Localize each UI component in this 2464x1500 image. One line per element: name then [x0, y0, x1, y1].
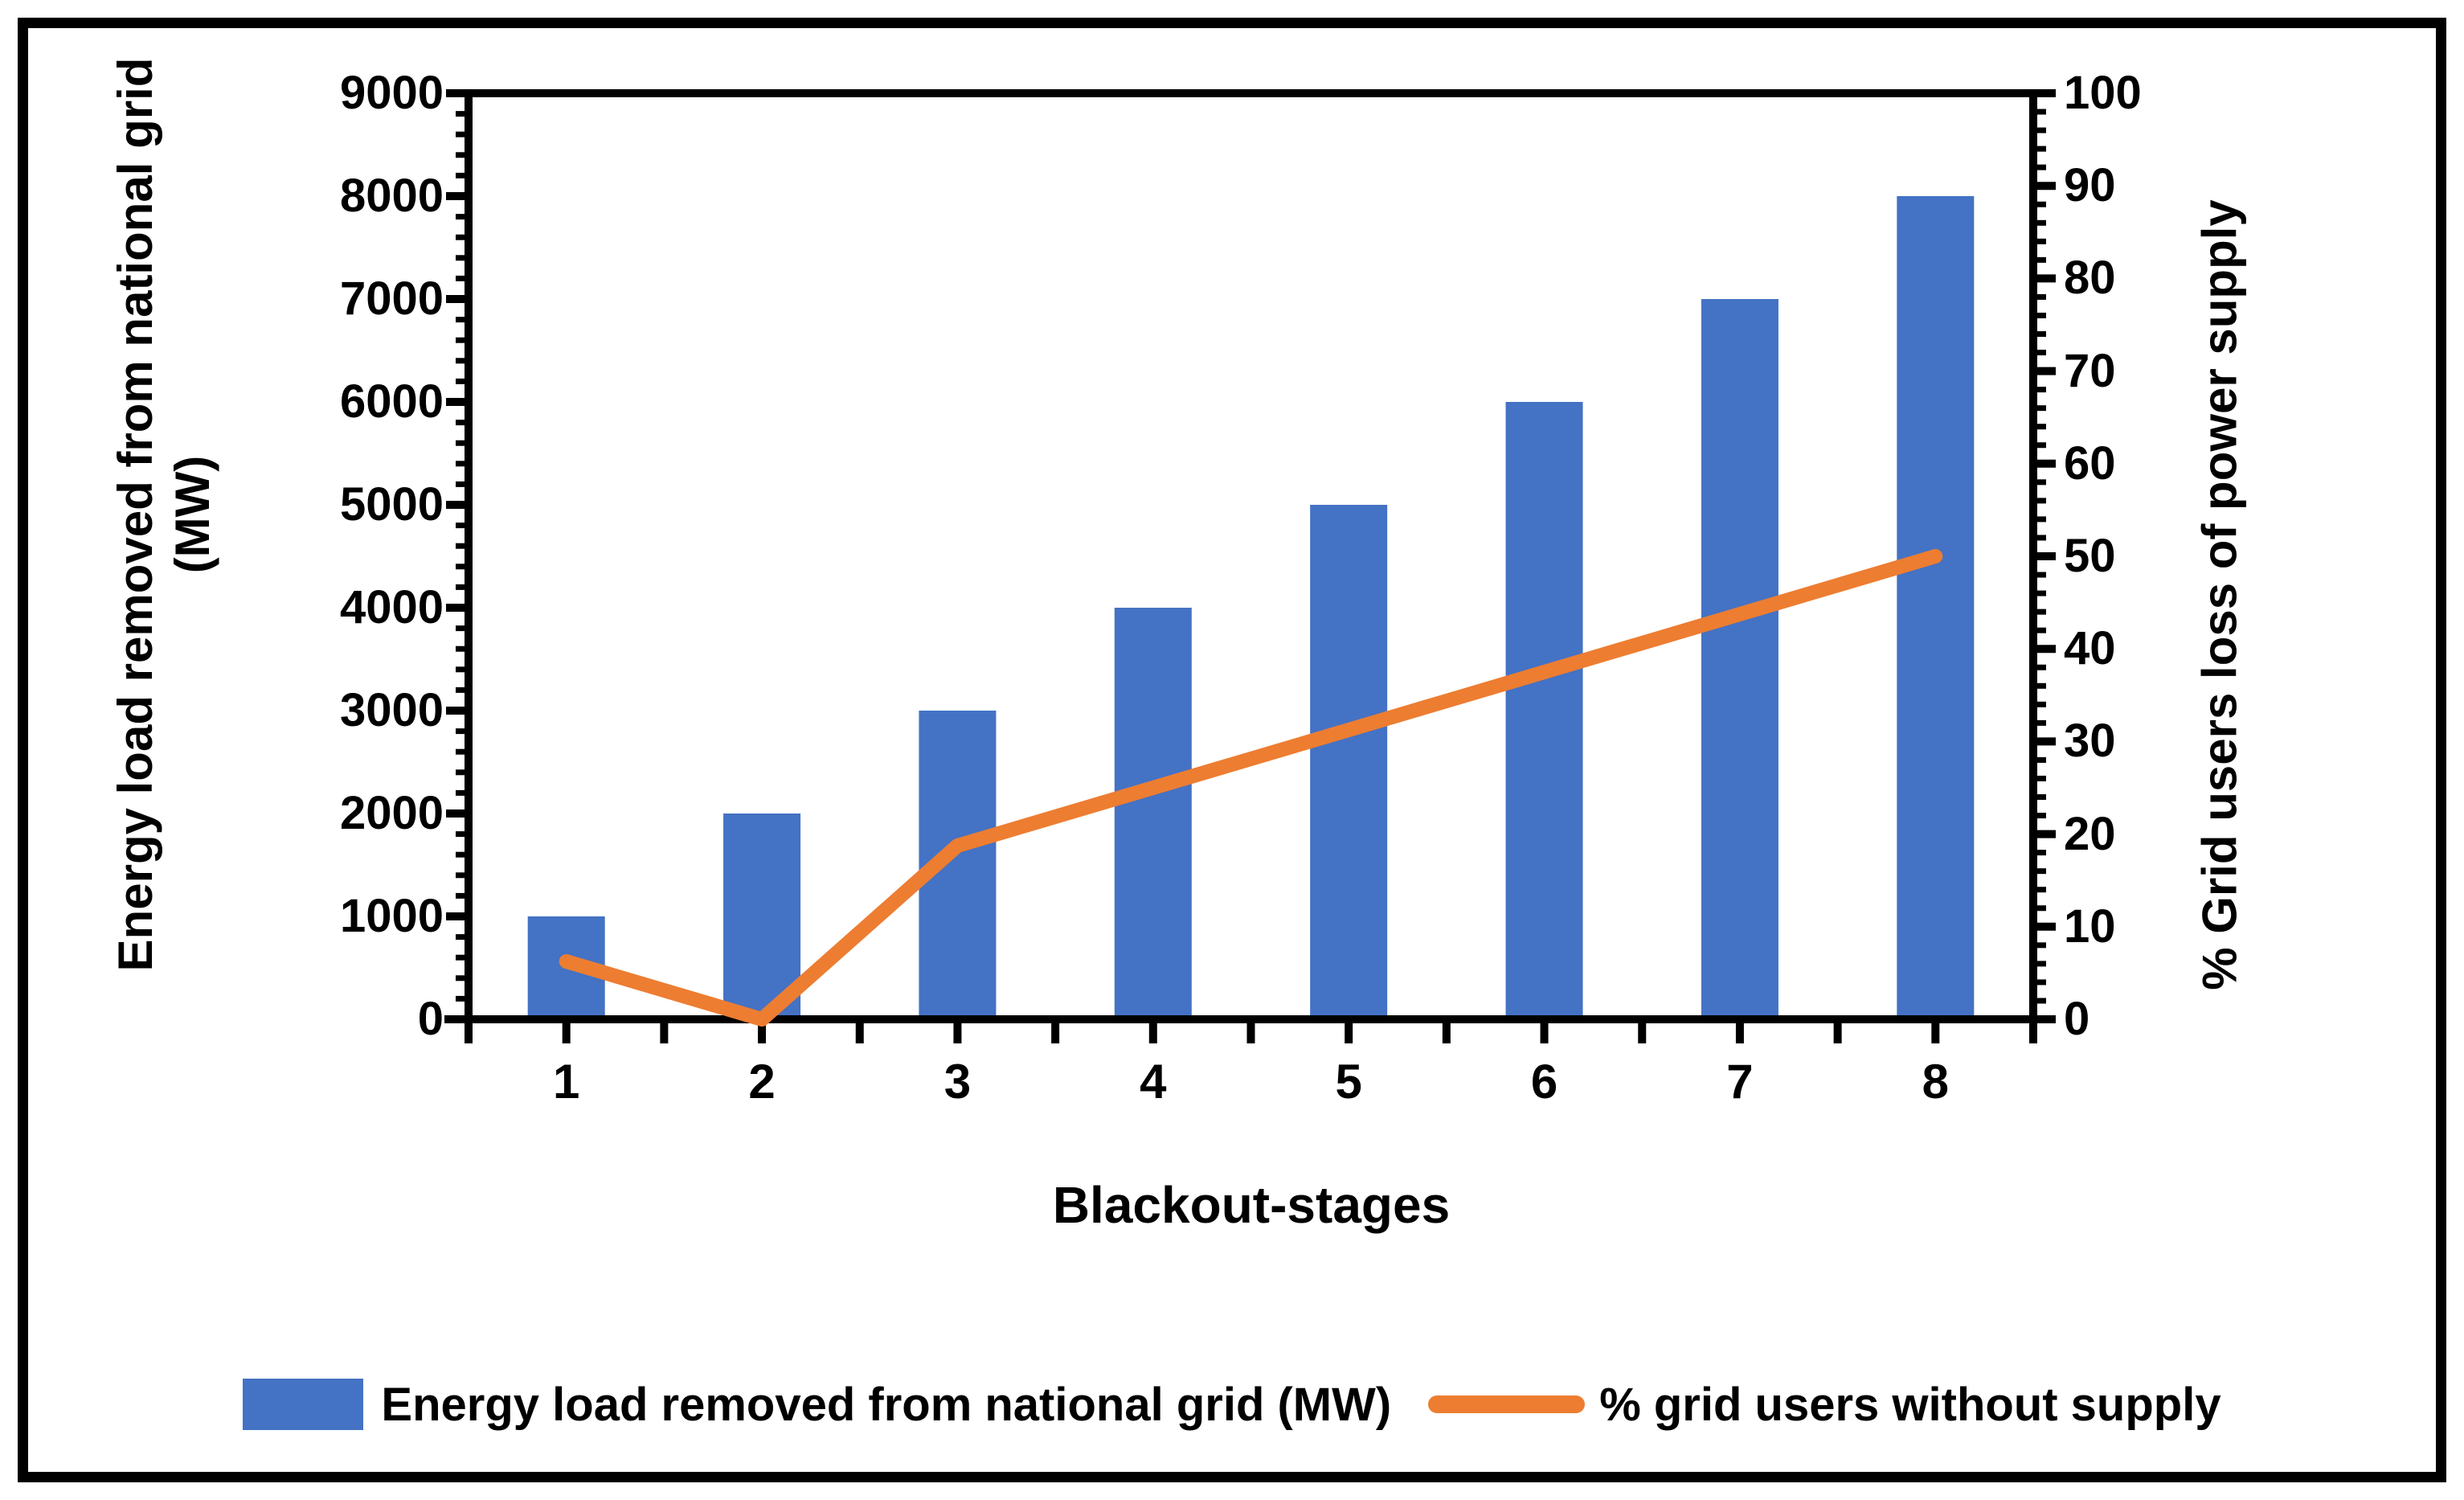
left-axis-title-line1: Energy load removed from national grid [108, 57, 163, 972]
bar-series-legend-label: Energy load removed from national grid (… [381, 1378, 1392, 1431]
left-axis-tick-label: 4000 [339, 581, 444, 633]
line-series-legend-label: % grid users without supply [1599, 1378, 2221, 1431]
x-axis-tick-label: 7 [1726, 1055, 1754, 1109]
left-axis-tick-label: 1000 [339, 890, 444, 942]
right-axis-tick-label: 90 [2064, 159, 2116, 212]
percent-grid-users-line [559, 549, 1943, 1027]
right-axis-tick-label: 20 [2064, 807, 2116, 860]
bar-stage-4 [1114, 608, 1192, 1019]
right-axis-tick-label: 0 [2064, 993, 2090, 1045]
x-axis-tick-label: 6 [1530, 1055, 1558, 1109]
left-axis-tick-label: 6000 [339, 375, 444, 428]
bar-stage-8 [1897, 196, 1975, 1019]
left-axis-tick-label: 9000 [339, 67, 444, 119]
left-axis-tick-label: 5000 [339, 478, 444, 531]
bar-stage-2 [723, 814, 801, 1019]
x-axis-tick-label: 4 [1140, 1055, 1167, 1109]
left-axis-tick-label: 0 [417, 993, 444, 1045]
right-axis-tick-label: 40 [2064, 622, 2116, 675]
bar-series-swatch [243, 1379, 364, 1430]
right-axis-tick-label: 70 [2064, 344, 2116, 397]
x-axis-tick-label: 5 [1335, 1055, 1362, 1109]
x-axis-tick-label: 3 [943, 1055, 972, 1109]
right-axis-tick-label: 60 [2064, 436, 2116, 490]
x-axis-title: Blackout-stages [1052, 1176, 1451, 1234]
right-axis-tick-label: 100 [2064, 67, 2142, 119]
x-axis-tick-label: 2 [748, 1055, 776, 1109]
right-axis-tick-label: 10 [2064, 900, 2116, 953]
bar-stage-5 [1310, 505, 1388, 1019]
right-axis-tick-label: 30 [2064, 715, 2116, 768]
x-axis-tick-label: 8 [1922, 1055, 1949, 1109]
left-axis-tick-label: 2000 [339, 787, 444, 839]
x-axis-tick-label: 1 [553, 1055, 580, 1109]
left-axis-tick-label: 7000 [339, 273, 444, 325]
left-axis-tick-label: 8000 [339, 170, 444, 222]
left-axis-tick-label: 3000 [339, 684, 444, 736]
right-axis-title: % Grid users loss of power supply [2192, 199, 2247, 990]
legend: Energy load removed from national grid (… [0, 1352, 2464, 1457]
bar-stage-6 [1505, 402, 1583, 1019]
right-axis-tick-label: 50 [2064, 530, 2116, 582]
left-axis-title: Energy load removed from national grid (… [108, 58, 222, 972]
line-series-swatch [1428, 1395, 1586, 1413]
right-axis-tick-label: 80 [2064, 252, 2116, 305]
bar-stage-7 [1701, 299, 1778, 1019]
left-axis-title-line2: (MW) [166, 455, 219, 574]
